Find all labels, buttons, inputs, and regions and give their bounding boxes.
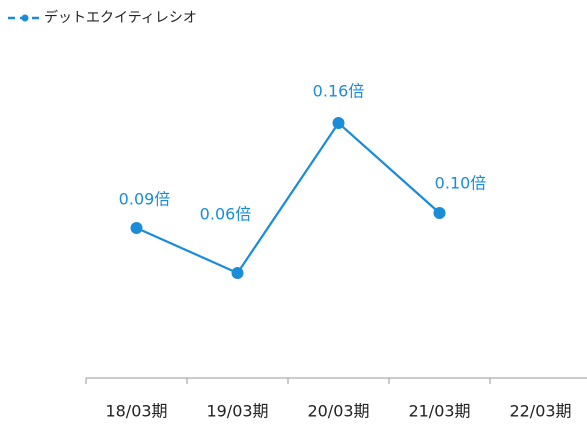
data-label: 0.06倍 (200, 205, 252, 224)
legend-label: デットエクイティレシオ (44, 9, 197, 26)
x-tick-label: 21/03期 (408, 402, 470, 421)
data-label: 0.16倍 (313, 82, 365, 101)
x-tick-label: 22/03期 (509, 402, 571, 421)
x-tick-label: 20/03期 (307, 402, 369, 421)
data-label: 0.10倍 (435, 174, 487, 193)
x-tick-label: 19/03期 (206, 402, 268, 421)
point (433, 207, 446, 219)
data-label: 0.09倍 (119, 190, 171, 209)
line (136, 121, 441, 275)
point (130, 222, 143, 234)
point (231, 267, 244, 279)
legend-marker (21, 14, 29, 22)
x-tick-label: 18/03期 (105, 402, 167, 421)
point (332, 117, 345, 129)
